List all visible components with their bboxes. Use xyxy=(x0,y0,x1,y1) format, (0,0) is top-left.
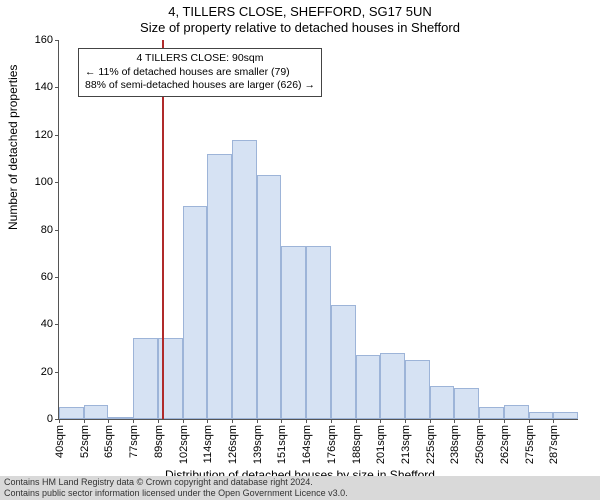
x-tick-label: 188sqm xyxy=(351,419,363,464)
x-tick-label: 201sqm xyxy=(375,419,387,464)
histogram-bar xyxy=(232,140,257,420)
x-tick-label: 52sqm xyxy=(79,419,91,458)
y-tick-label: 80 xyxy=(23,224,53,236)
x-tick-label: 139sqm xyxy=(252,419,264,464)
x-tick-label: 102sqm xyxy=(178,419,190,464)
histogram-bar xyxy=(405,360,430,419)
histogram-bar xyxy=(133,338,158,419)
chart-container: 4, TILLERS CLOSE, SHEFFORD, SG17 5UN Siz… xyxy=(0,0,600,500)
x-tick-label: 262sqm xyxy=(499,419,511,464)
plot-area: 40sqm52sqm65sqm77sqm89sqm102sqm114sqm126… xyxy=(58,40,578,420)
footer: Contains HM Land Registry data © Crown c… xyxy=(0,476,600,500)
histogram-bar xyxy=(454,388,479,419)
histogram-bar xyxy=(479,407,504,419)
x-tick-label: 89sqm xyxy=(153,419,165,458)
histogram-bar xyxy=(430,386,455,419)
y-tick-label: 20 xyxy=(23,366,53,378)
y-tick-label: 0 xyxy=(23,413,53,425)
x-tick-label: 225sqm xyxy=(425,419,437,464)
y-tick-label: 60 xyxy=(23,271,53,283)
x-tick-label: 287sqm xyxy=(548,419,560,464)
infobox-line1: 4 TILLERS CLOSE: 90sqm xyxy=(85,52,315,66)
histogram-bar xyxy=(553,412,578,419)
y-axis-label: Number of detached properties xyxy=(6,65,20,230)
y-tick-label: 40 xyxy=(23,318,53,330)
histogram-bar xyxy=(84,405,109,419)
x-tick-label: 275sqm xyxy=(524,419,536,464)
title-subtitle: Size of property relative to detached ho… xyxy=(0,20,600,35)
x-tick-label: 40sqm xyxy=(54,419,66,458)
histogram-bar xyxy=(108,417,133,419)
y-tick-label: 120 xyxy=(23,129,53,141)
footer-line2: Contains public sector information licen… xyxy=(4,488,596,499)
histogram-bar xyxy=(257,175,282,419)
histogram-bar xyxy=(529,412,554,419)
x-tick-label: 126sqm xyxy=(227,419,239,464)
x-tick-label: 77sqm xyxy=(128,419,140,458)
infobox-line2: ← 11% of detached houses are smaller (79… xyxy=(85,66,315,80)
histogram-bar xyxy=(306,246,331,419)
histogram-bar xyxy=(504,405,529,419)
footer-line1: Contains HM Land Registry data © Crown c… xyxy=(4,477,596,488)
x-tick-label: 176sqm xyxy=(326,419,338,464)
x-tick-label: 65sqm xyxy=(103,419,115,458)
x-tick-label: 213sqm xyxy=(400,419,412,464)
y-tick-label: 140 xyxy=(23,81,53,93)
x-tick-label: 164sqm xyxy=(301,419,313,464)
histogram-bar xyxy=(59,407,84,419)
title-address: 4, TILLERS CLOSE, SHEFFORD, SG17 5UN xyxy=(0,4,600,19)
histogram-bar xyxy=(356,355,381,419)
x-tick-label: 250sqm xyxy=(474,419,486,464)
x-tick-label: 151sqm xyxy=(276,419,288,464)
histogram-bar xyxy=(331,305,356,419)
y-tick-label: 100 xyxy=(23,176,53,188)
info-box: 4 TILLERS CLOSE: 90sqm ← 11% of detached… xyxy=(78,48,322,97)
infobox-line3: 88% of semi-detached houses are larger (… xyxy=(85,79,315,93)
y-tick-label: 160 xyxy=(23,34,53,46)
histogram-bar xyxy=(281,246,306,419)
histogram-bar xyxy=(207,154,232,419)
histogram-bar xyxy=(380,353,405,419)
x-tick-label: 114sqm xyxy=(202,419,214,463)
histogram-bar xyxy=(183,206,208,419)
x-tick-label: 238sqm xyxy=(449,419,461,464)
